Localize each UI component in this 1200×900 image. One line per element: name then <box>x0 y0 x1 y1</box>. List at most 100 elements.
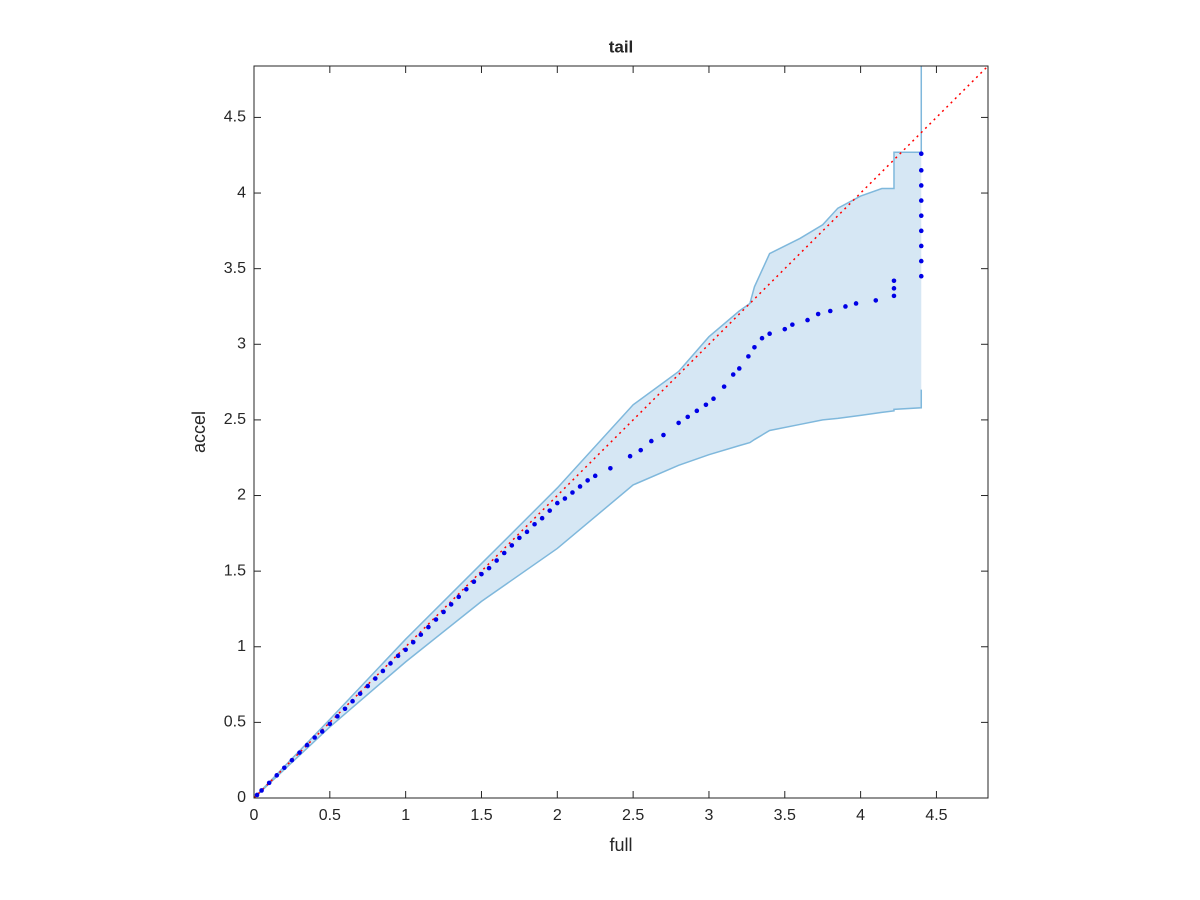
point <box>577 484 583 489</box>
point <box>585 478 590 483</box>
y-tick-label: 2.5 <box>224 411 246 428</box>
point <box>730 372 736 377</box>
point <box>373 676 378 681</box>
x-tick-label: 3.5 <box>774 807 796 824</box>
point <box>562 496 568 501</box>
x-tick-label: 3 <box>705 807 714 824</box>
point <box>918 151 924 157</box>
point <box>685 414 691 420</box>
x-tick-label: 0.5 <box>319 807 341 824</box>
y-tick-label: 0.5 <box>224 714 246 731</box>
point <box>782 326 788 332</box>
point <box>365 683 371 689</box>
point <box>891 286 897 291</box>
point <box>448 602 454 607</box>
point <box>312 735 317 740</box>
point <box>380 668 386 674</box>
point <box>539 515 545 521</box>
x-tick-label: 2 <box>553 807 562 824</box>
x-tick-label: 1 <box>401 807 410 824</box>
x-axis-label: full <box>609 835 632 855</box>
y-tick-label: 1 <box>237 638 246 655</box>
point <box>357 691 363 696</box>
point <box>570 490 575 495</box>
y-tick-label: 4.5 <box>224 109 246 126</box>
y-tick-label: 2 <box>237 487 246 504</box>
point <box>891 293 897 299</box>
point <box>918 198 924 203</box>
point <box>853 301 859 306</box>
point <box>918 258 924 264</box>
point <box>388 661 393 666</box>
y-axis-label: accel <box>189 411 209 453</box>
point <box>721 384 727 389</box>
point <box>873 298 879 303</box>
point <box>441 609 446 615</box>
point <box>736 366 742 371</box>
point <box>327 721 333 727</box>
point <box>827 308 833 314</box>
point <box>410 639 416 645</box>
point <box>418 632 424 637</box>
point <box>259 788 264 793</box>
point <box>494 558 499 563</box>
point <box>891 278 897 284</box>
point <box>790 322 795 327</box>
y-tick-label: 4 <box>237 184 246 201</box>
point <box>676 420 681 426</box>
point <box>759 335 765 341</box>
point <box>752 345 757 350</box>
point <box>282 765 287 771</box>
point <box>297 750 302 755</box>
point <box>547 508 553 513</box>
x-tick-label: 1.5 <box>470 807 492 824</box>
band-lower <box>253 389 923 799</box>
x-tick-label: 4 <box>856 807 865 824</box>
point <box>335 714 340 719</box>
point <box>532 521 537 527</box>
point <box>524 529 530 535</box>
point <box>319 729 325 734</box>
point <box>918 183 924 188</box>
point <box>843 304 848 309</box>
point <box>694 408 700 414</box>
point <box>918 213 924 219</box>
point <box>464 586 469 592</box>
point <box>767 331 772 336</box>
point <box>555 500 560 506</box>
point <box>501 550 507 556</box>
point <box>433 617 439 622</box>
point <box>486 565 492 571</box>
point <box>918 243 924 249</box>
point <box>403 647 408 653</box>
x-tick-label: 2.5 <box>622 807 644 824</box>
chart-title: tail <box>609 37 634 56</box>
point <box>592 473 598 479</box>
point <box>274 773 280 778</box>
point <box>608 465 613 471</box>
point <box>471 579 477 585</box>
point <box>918 228 924 234</box>
point <box>627 453 633 459</box>
y-tick-label: 0 <box>237 789 246 806</box>
point <box>426 624 431 630</box>
point <box>661 432 666 438</box>
point <box>517 535 522 541</box>
point <box>649 438 654 444</box>
point <box>638 447 644 453</box>
point <box>456 594 462 600</box>
point <box>350 698 355 704</box>
point <box>395 653 401 659</box>
point <box>815 311 821 317</box>
plot-frame <box>253 65 989 799</box>
point <box>479 571 484 577</box>
point <box>509 543 515 548</box>
point <box>289 757 295 763</box>
point <box>805 317 810 323</box>
y-tick-label: 3.5 <box>224 260 246 277</box>
point <box>746 354 751 359</box>
y-tick-label: 1.5 <box>224 562 246 579</box>
x-tick-label: 4.5 <box>925 807 947 824</box>
point <box>254 792 260 798</box>
